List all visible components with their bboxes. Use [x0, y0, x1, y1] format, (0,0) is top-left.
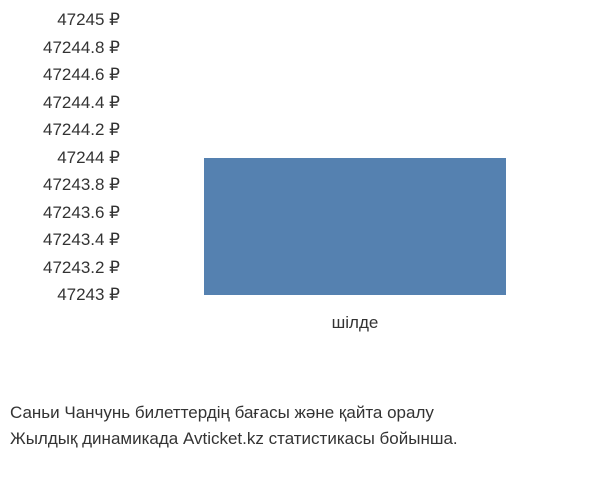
y-tick-label: 47243.2 ₽: [43, 258, 120, 278]
y-tick-label: 47244.4 ₽: [43, 93, 120, 113]
bar: [204, 158, 506, 296]
y-tick-label: 47243 ₽: [57, 285, 120, 305]
chart-container: 47245 ₽ 47244.8 ₽ 47244.6 ₽ 47244.4 ₽ 47244.…: [0, 0, 600, 380]
y-tick-label: 47245 ₽: [57, 10, 120, 30]
y-tick-label: 47243.6 ₽: [43, 203, 120, 223]
caption-line-2: Жылдық динамикада Avticket.kz статистика…: [10, 426, 458, 452]
y-tick-label: 47244 ₽: [57, 148, 120, 168]
y-tick-label: 47244.2 ₽: [43, 120, 120, 140]
x-axis-label: шілде: [332, 313, 379, 333]
chart-caption: Саньи Чанчунь билеттердің бағасы және қа…: [10, 400, 458, 451]
caption-line-1: Саньи Чанчунь билеттердің бағасы және қа…: [10, 400, 458, 426]
y-tick-label: 47244.6 ₽: [43, 65, 120, 85]
y-tick-label: 47243.4 ₽: [43, 230, 120, 250]
y-tick-label: 47244.8 ₽: [43, 38, 120, 58]
plot-area: шілде: [130, 20, 580, 295]
y-tick-label: 47243.8 ₽: [43, 175, 120, 195]
